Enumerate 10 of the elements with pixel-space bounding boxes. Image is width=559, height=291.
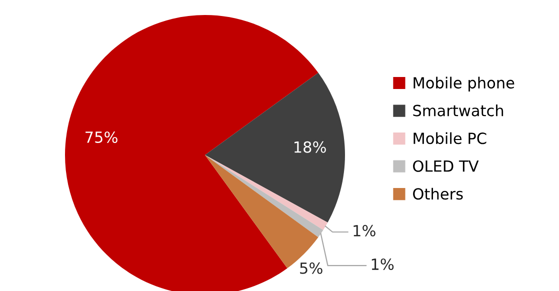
data-label: 18% <box>294 141 326 153</box>
data-label: 1% <box>354 224 376 236</box>
legend-label: Others <box>413 188 463 200</box>
data-label: 1% <box>372 258 394 270</box>
data-label: 5% <box>300 262 322 274</box>
legend-label: Mobile phone <box>414 76 514 92</box>
data-label: 75% <box>86 131 118 144</box>
legend-label: Mobile PC <box>414 132 486 144</box>
legend-label: OLED TV <box>413 160 479 172</box>
legend-label: Smartwatch <box>413 104 504 116</box>
